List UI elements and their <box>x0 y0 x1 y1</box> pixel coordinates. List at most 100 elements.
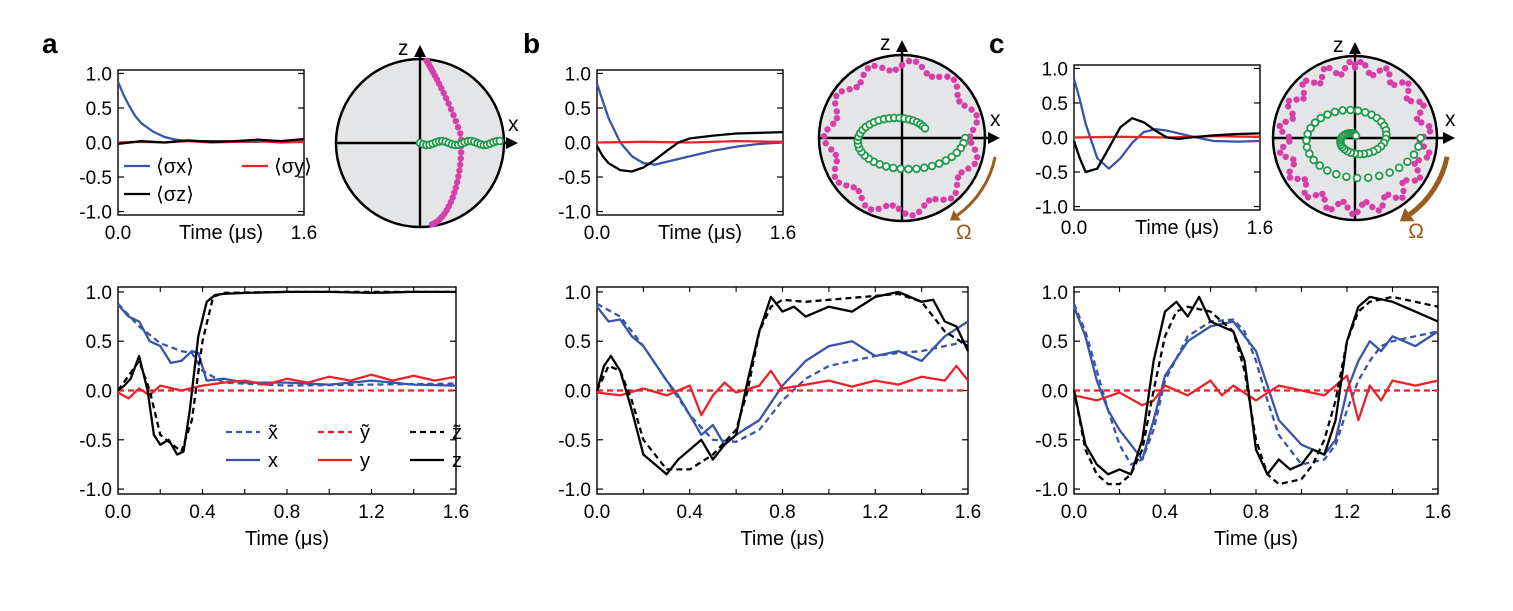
omega-arc <box>956 156 997 217</box>
trajectory-point-magenta <box>1379 202 1386 209</box>
trajectory-point-magenta <box>861 202 869 209</box>
panel-label: c <box>989 28 1005 59</box>
xtick-label: 1.6 <box>1425 502 1451 523</box>
trajectory-point-magenta <box>1386 71 1393 78</box>
trajectory-point-magenta <box>451 189 458 196</box>
xtick-label: 1.6 <box>955 502 981 523</box>
panel-label: b <box>523 28 540 59</box>
trajectory-point-magenta <box>921 202 928 209</box>
trajectory-point-magenta <box>1392 194 1400 201</box>
trajectory-point-green <box>904 164 913 174</box>
trajectory-point-green <box>896 164 905 174</box>
trajectory-point-magenta <box>1369 203 1376 211</box>
x-axis-label: Time (μs) <box>1135 217 1219 239</box>
ytick-label: -0.5 <box>79 168 112 189</box>
trajectory-point-magenta <box>831 165 839 173</box>
trajectory-point-magenta <box>1423 154 1431 161</box>
trajectory-point-magenta <box>1290 161 1298 168</box>
trajectory-point-green <box>1374 171 1384 181</box>
series-x-solid <box>596 305 969 446</box>
trajectory-point-magenta <box>455 173 462 180</box>
trajectory-point-green <box>1316 113 1326 123</box>
trajectory-point-magenta <box>928 73 936 80</box>
trajectory-point-magenta <box>1416 98 1423 106</box>
trajectory-point-magenta <box>932 196 939 203</box>
trajectory-point-magenta <box>838 88 845 95</box>
z-label: z <box>398 37 409 60</box>
trajectory-point-magenta <box>457 155 464 162</box>
trajectory-point-green <box>934 159 944 168</box>
trajectory-point-magenta <box>886 67 893 74</box>
trajectory-point-magenta <box>944 73 951 80</box>
ytick-label: 0.0 <box>565 134 591 155</box>
trajectory-point-magenta <box>956 98 963 105</box>
trajectory-point-magenta <box>1301 176 1309 183</box>
ytick-label: 0.5 <box>1042 94 1068 115</box>
z-arrow-icon <box>896 40 908 52</box>
trajectory-point-magenta <box>1279 128 1286 135</box>
trajectory-point-magenta <box>1285 133 1293 140</box>
series-z-solid <box>595 130 784 173</box>
trajectory-point-magenta <box>923 70 930 77</box>
trajectory-point-magenta <box>1284 103 1292 110</box>
trajectory-point-magenta <box>1370 71 1377 79</box>
ytick-label: -1.0 <box>1035 198 1068 219</box>
trajectory-point-green <box>1306 123 1315 133</box>
series-x-dashed <box>117 303 457 387</box>
trajectory-point-green <box>1414 142 1423 151</box>
trajectory-point-magenta <box>1346 58 1353 66</box>
trajectory-point-magenta <box>1376 67 1384 74</box>
trajectory-point-green <box>1394 163 1404 173</box>
omega-label: Ω <box>956 221 972 244</box>
ytick-label: 0.5 <box>1042 332 1068 353</box>
trajectory-point-magenta <box>973 112 980 119</box>
trajectory-point-green <box>927 161 937 171</box>
trajectory-point-magenta <box>973 119 980 126</box>
trajectory-point-magenta <box>875 205 882 212</box>
trajectory-point-green <box>912 164 921 174</box>
xtick-label: 1.2 <box>862 502 888 523</box>
trajectory-point-magenta <box>820 133 828 140</box>
series-z-dashed <box>595 292 969 471</box>
trajectory-point-magenta <box>1405 80 1412 87</box>
trajectory-point-magenta <box>864 65 872 72</box>
trajectory-point-magenta <box>936 73 943 81</box>
xtick-label: 0.0 <box>1061 218 1087 239</box>
trajectory-point-green <box>1330 107 1340 117</box>
legend-label-solid-z: z <box>452 450 462 472</box>
trajectory-point-magenta <box>909 212 916 219</box>
ytick-label: -0.5 <box>558 168 591 189</box>
trajectory-point-magenta <box>1399 79 1406 86</box>
trajectory-point-magenta <box>940 196 947 203</box>
trajectory-point-magenta <box>1293 96 1300 103</box>
omega-label: Ω <box>1408 220 1424 243</box>
trajectory-point-green <box>1352 173 1362 183</box>
trajectory-point-magenta <box>889 202 896 209</box>
series-z-dashed <box>117 290 456 453</box>
trajectory-point-green <box>1310 118 1320 127</box>
series-z-solid <box>1072 295 1439 476</box>
trajectory-point-magenta <box>858 194 865 202</box>
trajectory-point-magenta <box>1413 115 1421 123</box>
trajectory-point-magenta <box>1300 89 1308 97</box>
bloch-sphere-group: z x Ω <box>817 32 1001 244</box>
legend-bottom: x̃ x ỹ y z̃ z <box>226 422 462 472</box>
ytick-label: 1.0 <box>86 283 112 304</box>
trajectory-point-magenta <box>953 83 961 90</box>
ytick-label: 1.0 <box>565 64 591 85</box>
ytick-label: 0.0 <box>565 382 591 403</box>
ytick-label: -1.0 <box>79 203 112 224</box>
trajectory-point-green <box>1302 142 1312 152</box>
ytick-label: -1.0 <box>79 480 112 501</box>
trajectory-point-magenta <box>953 181 961 189</box>
trajectory-point-magenta <box>457 161 464 168</box>
trajectory-point-magenta <box>1420 102 1427 109</box>
trajectory-point-magenta <box>971 146 979 153</box>
trajectory-point-magenta <box>454 178 461 186</box>
trajectory-point-green <box>920 124 930 133</box>
legend-label-dashed-z: z̃ <box>452 422 462 444</box>
series-x-solid <box>116 81 304 143</box>
trajectory-point-magenta <box>445 100 452 107</box>
